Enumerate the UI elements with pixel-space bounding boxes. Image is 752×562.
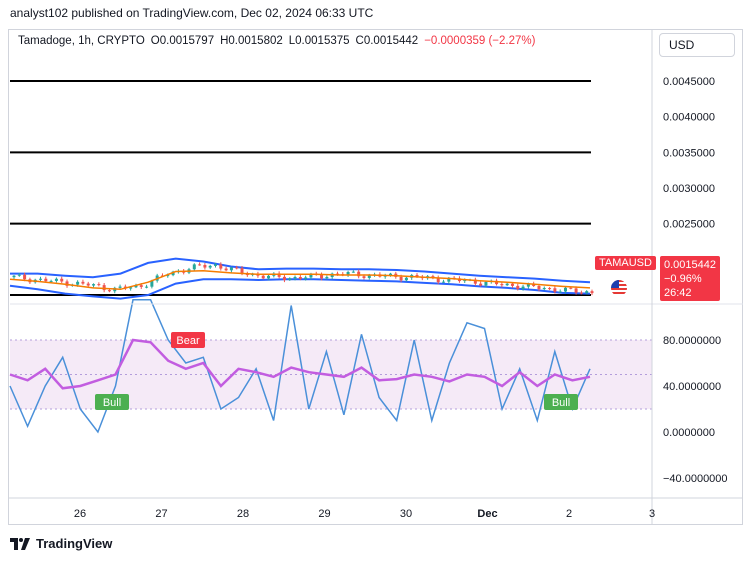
currency-button[interactable]: USD — [659, 33, 735, 57]
symbol-legend: Tamadoge, 1h, CRYPTO O0.0015797 H0.00158… — [18, 35, 535, 47]
bar-countdown: 26:42 — [664, 287, 692, 299]
ohlc-low: L0.0015375 — [288, 35, 350, 47]
tradingview-footer[interactable]: TradingView — [10, 536, 112, 551]
last-price-change: −0.96% — [664, 273, 702, 285]
symbol-name: Tamadoge, 1h, CRYPTO — [18, 35, 145, 47]
ohlc-close: C0.0015442 — [355, 35, 419, 47]
ohlc-high: H0.0015802 — [220, 35, 283, 47]
chart-frame — [8, 29, 743, 525]
last-price-value: 0.0015442 — [664, 259, 716, 271]
tradingview-logo-icon — [10, 537, 30, 550]
us-flag-icon — [611, 280, 627, 296]
tradingview-brand: TradingView — [36, 536, 113, 551]
price-change: −0.0000359 (−2.27%) — [424, 35, 536, 47]
ohlc-open: O0.0015797 — [150, 35, 215, 47]
last-price-tag: 0.0015442 −0.96% 26:42 — [660, 256, 720, 301]
publisher-line: analyst102 published on TradingView.com,… — [10, 6, 374, 20]
symbol-tag: TAMAUSD — [595, 256, 656, 270]
